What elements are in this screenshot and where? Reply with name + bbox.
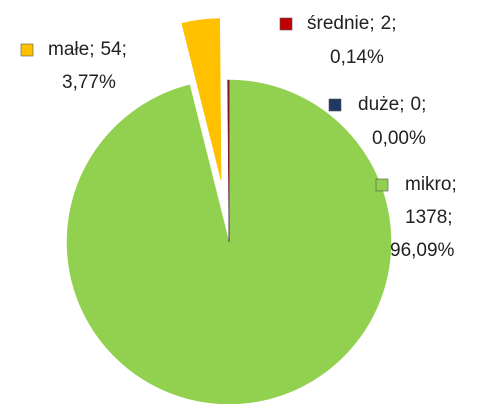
data-label: 0,14%	[330, 47, 384, 68]
label-part: 2	[381, 13, 392, 34]
label-part: 3,77%	[62, 72, 116, 93]
label-part: duże	[358, 94, 399, 115]
pie-slice	[181, 18, 222, 181]
data-label: duże; 0;	[358, 94, 426, 115]
label-part: ;	[451, 174, 456, 195]
label-part: średnie	[307, 13, 369, 34]
label-part: 1378	[405, 207, 447, 228]
data-label: mikro;	[405, 174, 457, 195]
label-part: mikro	[405, 174, 451, 195]
data-label: 0,00%	[372, 128, 426, 149]
label-part: 0,00%	[372, 128, 426, 149]
data-label: 96,09%	[390, 240, 455, 261]
label-part: 0,14%	[330, 47, 384, 68]
data-label: małe; 54;	[48, 39, 127, 60]
data-label: 1378;	[405, 207, 453, 228]
label-part: ;	[391, 13, 396, 34]
label-part: 0	[410, 94, 421, 115]
data-label: 3,77%	[62, 72, 116, 93]
label-part: małe	[48, 39, 89, 60]
label-part: ;	[122, 39, 127, 60]
label-part: ;	[399, 94, 404, 115]
legend-marker	[279, 17, 293, 31]
data-label: średnie; 2;	[307, 13, 396, 34]
legend-marker	[20, 43, 34, 57]
label-part: ;	[421, 94, 426, 115]
legend-marker	[375, 178, 389, 192]
label-part: ;	[369, 13, 374, 34]
legend-marker	[328, 98, 342, 112]
label-part: ;	[447, 207, 452, 228]
label-part: ;	[89, 39, 94, 60]
label-part: 96,09%	[390, 240, 455, 261]
label-part: 54	[100, 39, 122, 60]
